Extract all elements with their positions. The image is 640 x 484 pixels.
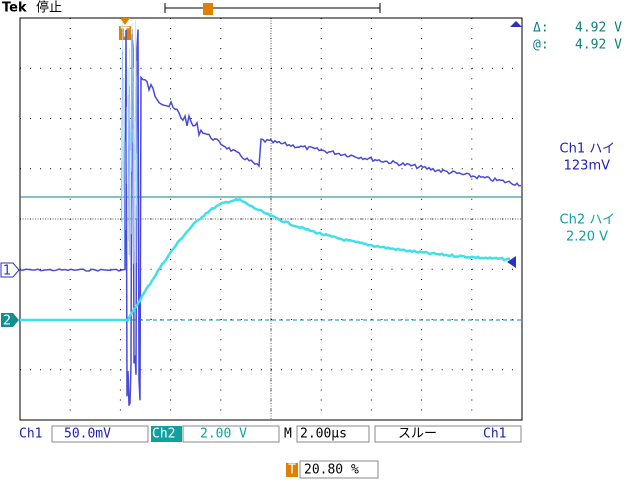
trigger-pos: 20.80 %	[304, 463, 359, 478]
ch2-measure-label: Ch2 ハイ	[560, 213, 615, 228]
ch1-label: Ch1	[19, 427, 42, 442]
at-label: @:	[533, 38, 549, 53]
at-value: 4.92 V	[575, 38, 622, 53]
delta-label: Δ:	[533, 21, 549, 36]
time-label: M	[284, 427, 292, 442]
ch1-marker-label: 1	[3, 264, 11, 279]
ch2-label: Ch2	[152, 427, 175, 442]
delta-value: 4.92 V	[575, 21, 622, 36]
trigger-pos-icon: T	[288, 463, 296, 478]
ch1-measure-label: Ch1 ハイ	[560, 142, 615, 157]
ch1-measure-value: 123mV	[564, 159, 610, 174]
ch2-marker-label: 2	[3, 314, 11, 329]
brand: Tek	[2, 1, 27, 16]
ch2-scale: 2.00 V	[200, 427, 247, 442]
trigger-source: Ch1	[483, 427, 506, 442]
ch1-scale: 50.0mV	[64, 427, 111, 442]
time-scale: 2.00µs	[300, 427, 347, 442]
status: 停止	[36, 0, 62, 16]
trigger-slope: スルー	[398, 427, 437, 442]
record-window	[203, 3, 213, 15]
trigger-marker-label: T	[121, 26, 130, 41]
ch2-measure-value: 2.20 V	[566, 230, 608, 245]
